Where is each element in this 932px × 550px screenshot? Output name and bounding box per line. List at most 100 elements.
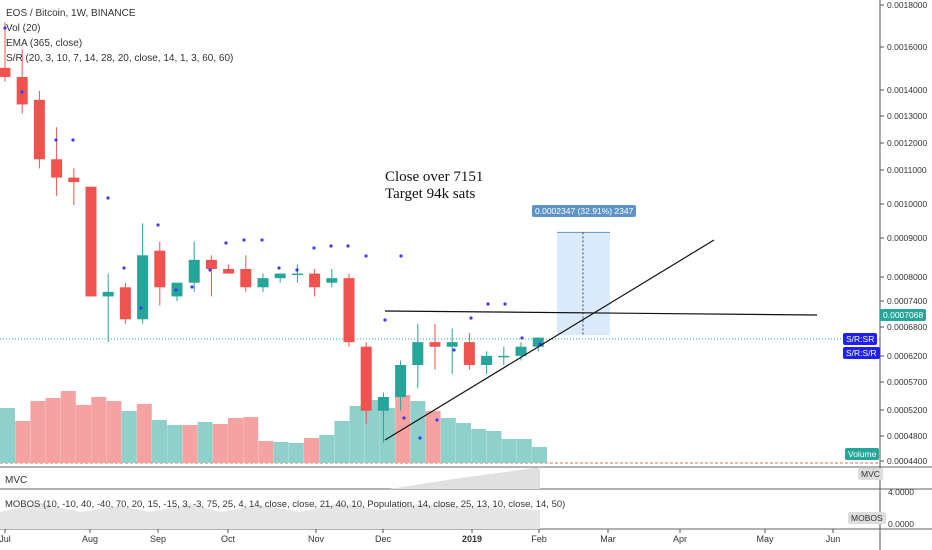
candle-body [429,342,441,347]
volume-bar [364,400,380,463]
candle-body [309,273,321,288]
x-tick-label: Oct [221,534,236,544]
volume-bar [258,441,274,463]
sr-dot [106,196,110,200]
volume-bar [106,401,122,463]
sr-dot [139,306,143,310]
volume-bar [0,408,15,463]
sr-tag-2: S/R:S/R [843,347,880,359]
legend-sr-indicator[interactable]: S/R (20, 3, 10, 7, 14, 28, 20, close, 14… [6,53,234,64]
y-tick-label: 0.0013000 [887,111,927,121]
sr-dot [312,246,316,250]
legend-volume-indicator[interactable]: Vol (20) [6,23,41,34]
volume-bar [182,425,198,463]
sr-dot [242,238,246,242]
x-tick-label: 2019 [462,534,482,544]
sr-dot [329,244,333,248]
sr-dot [260,238,264,242]
y-tick-label: 0.0004800 [887,431,927,441]
candle-body [257,278,269,288]
mvc-pane-label[interactable]: MVC [5,475,28,486]
candle-body [395,365,407,397]
volume-bar [60,391,76,463]
sr-dot [503,302,507,306]
sr-dot [520,336,524,340]
x-tick-label: Feb [531,534,547,544]
sr-dot [399,254,403,258]
sr-dot [435,418,439,422]
candle-body [68,177,80,183]
candle-body [85,186,97,297]
volume-bar [91,397,107,463]
x-tick-label: Dec [375,534,392,544]
candle-body [446,342,458,347]
volume-bar [152,420,167,463]
candle-body [0,67,11,77]
candle-body [291,273,303,276]
volume-bar [410,401,426,463]
sr-dot [174,288,178,292]
y-tick-label: 0.0004400 [887,456,927,466]
y-tick-label: 0.0009000 [887,233,927,243]
volume-bar [471,429,487,463]
candle-body [481,355,493,365]
sr-dot [20,90,24,94]
support-trendline [384,239,715,441]
sr-dot [402,416,406,420]
volume-bar [121,411,137,463]
y-tick-label: 0.0006800 [887,322,927,332]
volume-bar [486,431,502,463]
volume-bar [334,421,350,463]
candle-body [240,269,252,288]
candle-body [119,287,131,320]
candle-body [205,259,217,269]
sr-dot [346,244,350,248]
y-tick-label: 0.0012000 [887,138,927,148]
volume-bar [167,425,183,463]
trade-annotation[interactable]: Close over 7151 Target 94k sats [385,169,483,203]
volume-bar [15,421,31,463]
y-tick-label: 0.0016000 [887,42,927,52]
chart-legend: EOS / Bitcoin, 1W, BINANCE Vol (20) EMA … [6,6,233,66]
volume-bar [516,439,532,463]
volume-bar [136,404,152,463]
x-tick-label: Aug [82,534,98,544]
sr-dot [383,318,387,322]
sr-dot [452,348,456,352]
mobos-pane-label[interactable]: MOBOS (10, -10, 40, -40, 70, 20, 15, -15… [5,499,566,510]
candle-body [154,250,166,288]
volume-bar [304,438,319,463]
y-tick-label: 0.0005200 [887,405,927,415]
mobos-tick-top: 4.0000 [888,487,914,497]
sr-dot [3,26,7,30]
y-tick-label: 0.0011000 [887,165,927,175]
candle-body [343,278,355,343]
y-tick-label: 0.0008000 [887,272,927,282]
legend-symbol[interactable]: EOS / Bitcoin, 1W, BINANCE [6,8,136,19]
x-tick-label: Apr [673,534,687,544]
x-tick-label: Jun [826,534,841,544]
candle-body [498,355,510,358]
candle-body [33,99,45,160]
sr-dot [295,268,299,272]
x-tick-label: May [756,534,774,544]
y-tick-label: 0.0018000 [887,0,927,10]
legend-ema-indicator[interactable]: EMA (365, close) [6,38,83,49]
candle-body [137,255,149,320]
sr-dot [190,285,194,289]
volume-bar [45,398,61,463]
volume-bar [319,435,335,463]
volume-bar [30,401,46,463]
sr-dot [71,138,75,142]
candle-body [102,291,114,297]
volume-bar [288,443,304,463]
candle-body [377,397,389,411]
last-price-tag: 0.0007068 [880,309,927,321]
volume-bar [197,422,213,463]
price-range-measure-label[interactable]: 0.0002347 (32.91%) 2347 [532,205,637,217]
mvc-tag: MVC [858,468,883,480]
volume-bar [212,424,228,463]
y-tick-label: 0.0007400 [887,296,927,306]
mobos-tick-bottom: 0.0000 [888,519,914,529]
